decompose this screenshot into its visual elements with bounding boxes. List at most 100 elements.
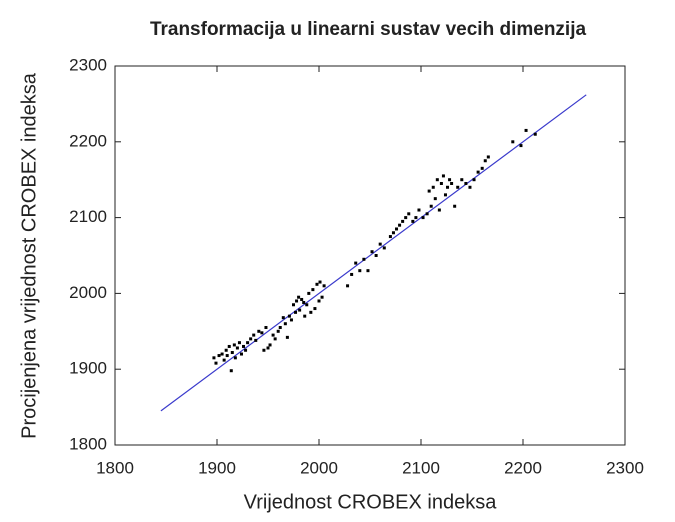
- point: [318, 280, 322, 284]
- point: [378, 242, 382, 246]
- point: [443, 193, 447, 197]
- point: [278, 326, 282, 330]
- point: [370, 250, 374, 254]
- point: [222, 358, 226, 362]
- point: [411, 219, 415, 223]
- point: [401, 219, 405, 223]
- point: [297, 295, 301, 299]
- point: [464, 181, 468, 185]
- point: [260, 331, 264, 335]
- point: [441, 174, 445, 178]
- point: [511, 140, 515, 144]
- point: [486, 155, 490, 159]
- point: [244, 348, 248, 352]
- point: [460, 178, 464, 182]
- point: [414, 216, 418, 220]
- point: [407, 212, 411, 216]
- point: [311, 288, 315, 292]
- point: [254, 338, 258, 342]
- point: [439, 181, 443, 185]
- chart-title: Transformacija u linearni sustav vecih d…: [150, 19, 587, 40]
- point: [217, 354, 221, 358]
- point: [235, 346, 239, 350]
- point: [519, 144, 523, 148]
- point: [307, 291, 311, 295]
- point: [242, 344, 246, 348]
- point: [233, 356, 237, 360]
- y-tick-label: 2300: [69, 55, 107, 74]
- point: [431, 185, 435, 189]
- point: [313, 307, 317, 311]
- point: [320, 295, 324, 299]
- point: [302, 300, 306, 304]
- point: [427, 189, 431, 193]
- point: [237, 341, 241, 345]
- point: [317, 299, 321, 303]
- point: [354, 261, 358, 265]
- point: [395, 227, 399, 231]
- point: [229, 369, 233, 373]
- point: [276, 329, 280, 333]
- plot-frame: [114, 65, 626, 446]
- x-tick-label: 1800: [96, 458, 134, 477]
- point: [283, 322, 287, 326]
- point: [425, 212, 429, 216]
- point: [322, 284, 326, 288]
- point: [239, 352, 243, 356]
- point: [287, 314, 291, 318]
- x-tick-label: 2300: [606, 458, 644, 477]
- point: [453, 204, 457, 208]
- y-tick-label: 2200: [69, 131, 107, 150]
- point: [268, 343, 272, 347]
- x-tick-label: 2100: [402, 458, 440, 477]
- point: [315, 282, 319, 286]
- point: [524, 128, 528, 132]
- point: [391, 231, 395, 235]
- point: [456, 185, 460, 189]
- point: [224, 348, 228, 352]
- point: [298, 308, 302, 312]
- point: [362, 257, 366, 261]
- point: [398, 223, 402, 227]
- point: [437, 208, 441, 212]
- point: [266, 346, 270, 350]
- x-tick-label: 2000: [300, 458, 338, 477]
- point: [366, 269, 370, 273]
- point: [264, 326, 268, 330]
- x-tick-label: 2200: [504, 458, 542, 477]
- y-tick-label: 2000: [69, 283, 107, 302]
- point: [533, 132, 537, 136]
- point: [292, 303, 295, 307]
- point: [300, 297, 304, 301]
- point: [472, 178, 476, 182]
- point: [289, 318, 293, 322]
- point: [303, 314, 307, 318]
- point: [382, 246, 386, 250]
- point: [417, 208, 421, 212]
- point: [281, 316, 285, 320]
- point: [252, 333, 256, 337]
- point: [388, 235, 392, 239]
- point: [350, 272, 354, 276]
- y-axis-label: Procijenjena vrijednost CROBEX indeksa: [18, 72, 40, 439]
- point: [374, 254, 378, 257]
- point: [429, 204, 433, 208]
- y-tick-label: 1900: [69, 359, 107, 378]
- point: [433, 197, 437, 201]
- point: [305, 303, 309, 307]
- x-axis-label: Vrijednost CROBEX indeksa: [244, 491, 498, 513]
- y-tick-label: 2100: [69, 207, 107, 226]
- point: [249, 337, 253, 341]
- point: [404, 216, 408, 220]
- point: [295, 299, 299, 303]
- point: [257, 329, 261, 333]
- point: [346, 284, 350, 288]
- point: [285, 335, 289, 339]
- point: [262, 348, 266, 352]
- point: [476, 170, 480, 174]
- point: [227, 344, 231, 348]
- point: [232, 343, 236, 347]
- point: [468, 185, 472, 189]
- point: [220, 352, 224, 356]
